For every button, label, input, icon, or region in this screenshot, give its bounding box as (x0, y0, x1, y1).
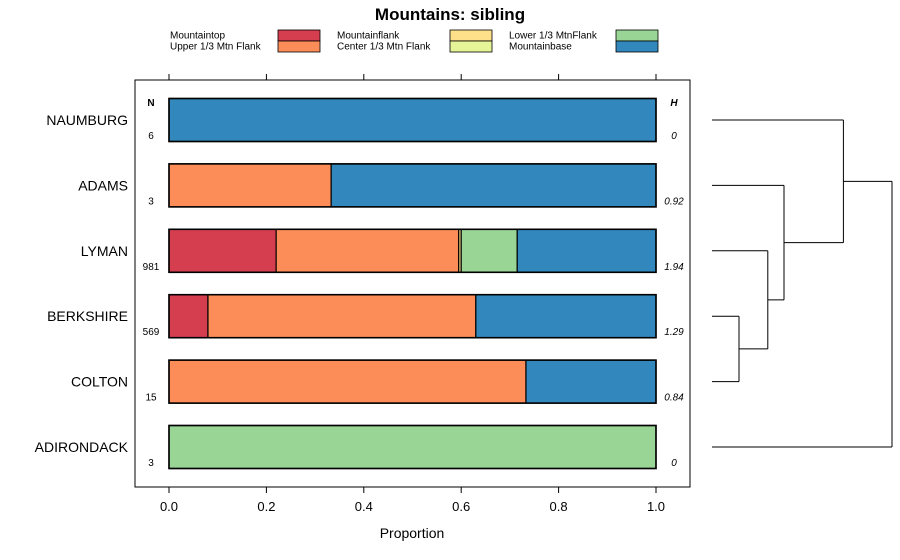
legend-swatch (449, 29, 493, 42)
bar-segment (516, 228, 657, 273)
bars-group (168, 97, 657, 470)
h-value: 1.29 (664, 327, 684, 338)
n-value: 981 (143, 262, 160, 273)
bar-segment (168, 97, 657, 143)
bar-outline (168, 293, 657, 339)
legend-swatch (615, 40, 659, 53)
row-label: COLTON (71, 374, 128, 390)
bar-outline (168, 97, 657, 143)
x-tick-label: 0.4 (355, 499, 373, 514)
legend-label: Mountaintop (170, 31, 225, 42)
bar-segment (168, 424, 657, 470)
bar-segment (275, 228, 460, 273)
bar-segment (168, 228, 277, 273)
bar-outline (168, 359, 657, 404)
legend-label: Center 1/3 Mtn Flank (337, 42, 431, 53)
h-column-header: H (670, 98, 678, 109)
n-value: 15 (145, 393, 157, 404)
n-value: 3 (148, 458, 154, 469)
bar-segment (168, 294, 209, 339)
legend-swatch (277, 29, 321, 42)
bar-segment (168, 359, 527, 404)
h-value: 1.94 (664, 262, 684, 273)
bar-outline (168, 228, 657, 274)
bar-segment (330, 163, 657, 208)
h-value: 0.92 (664, 196, 684, 207)
x-tick-label: 0.8 (550, 499, 568, 514)
bar-outline (168, 163, 657, 208)
row-label: LYMAN (81, 243, 128, 259)
row-label: NAUMBURG (46, 112, 128, 128)
n-value: 3 (148, 196, 154, 207)
row-labels-group: NAUMBURG 6 0 ADAMS 3 0.92 LYMAN 981 1.94 BERKSHIR… (35, 112, 685, 469)
legend-swatch (615, 29, 659, 42)
chart-title: Mountains: sibling (375, 5, 525, 24)
h-value: 0.84 (664, 393, 684, 404)
legend-label: Lower 1/3 MtnFlank (509, 31, 598, 42)
bar-segment (207, 294, 477, 339)
x-tick-label: 0.6 (452, 499, 470, 514)
legend-label: Mountainflank (337, 31, 400, 42)
x-tick-label: 0.2 (257, 499, 275, 514)
x-axis: 0.0 0.2 0.4 0.6 0.8 1.0 (160, 74, 665, 514)
h-value: 0 (671, 458, 677, 469)
legend-label: Mountainbase (509, 42, 572, 53)
legend-swatch (277, 40, 321, 53)
plot-frame (134, 79, 691, 488)
x-axis-label: Proportion (380, 525, 445, 541)
dendrogram (712, 119, 893, 448)
n-value: 6 (148, 131, 154, 142)
bar-segment (525, 359, 657, 404)
h-value: 0 (671, 131, 677, 142)
bar-segment (460, 228, 518, 273)
bar-segment (475, 294, 657, 339)
n-value: 569 (143, 327, 160, 338)
n-column-header: N (147, 98, 154, 109)
legend-swatch (449, 40, 493, 53)
x-tick-label: 1.0 (647, 499, 665, 514)
row-label: BERKSHIRE (47, 308, 128, 324)
legend-label: Upper 1/3 Mtn Flank (170, 42, 262, 53)
x-tick-label: 0.0 (160, 499, 178, 514)
bar-outline (168, 424, 657, 470)
row-label: ADAMS (78, 177, 128, 193)
bar-segment (168, 163, 332, 208)
row-label: ADIRONDACK (35, 439, 129, 455)
